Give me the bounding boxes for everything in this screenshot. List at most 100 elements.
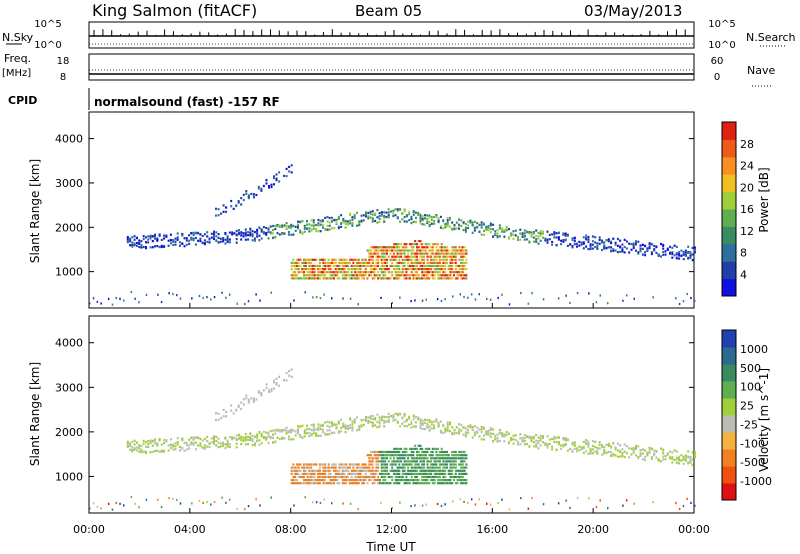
velocity-echo-cell [440,457,443,460]
power-echo-cell [240,238,243,241]
power-echo-cell [548,233,551,236]
velocity-echo-cell [244,507,246,511]
power-echo-cell [377,249,380,252]
power-echo-cell [192,239,195,242]
power-echo-cell [364,264,367,268]
velocity-echo-cell [401,472,404,475]
power-echo-cell [230,205,233,208]
velocity-echo-cell [386,450,388,454]
power-echo-cell [169,233,172,236]
power-echo-cell [331,258,334,261]
velocity-echo-cell [342,502,344,505]
power-echo-cell [421,223,424,226]
power-echo-cell [564,234,567,237]
power-echo-cell [273,183,275,186]
power-echo-cell [192,231,195,234]
velocity-echo-cell [449,430,451,433]
power-echo-cell [456,252,459,255]
velocity-echo-cell [589,447,592,451]
y-tick-label: 1000 [55,470,83,483]
velocity-echo-cell [423,472,425,475]
velocity-echo-cell [393,472,395,475]
velocity-echo-cell [394,454,397,457]
power-echo-cell [396,208,399,211]
power-echo-cell [470,293,473,296]
velocity-echo-cell [156,444,159,447]
power-echo-cell [650,251,653,254]
velocity-echo-cell [460,454,463,457]
power-echo-cell [348,274,351,277]
velocity-echo-cell [671,457,674,460]
velocity-echo-cell [463,457,466,460]
power-echo-cell [453,258,455,261]
power-echo-cell [430,218,433,221]
velocity-echo-cell [290,472,293,475]
power-echo-cell [337,215,340,218]
power-echo-cell [322,274,325,277]
colorbar-tick: 28 [740,138,754,151]
velocity-echo-cell [458,479,461,482]
velocity-echo-cell [565,499,567,502]
power-echo-cell [447,252,450,255]
velocity-echo-cell [299,463,302,466]
velocity-echo-cell [238,433,240,436]
power-echo-cell [671,246,674,249]
velocity-echo-cell [367,416,370,419]
power-echo-cell [217,241,220,244]
velocity-echo-cell [172,443,175,446]
power-echo-cell [398,274,401,277]
power-echo-cell [423,258,425,261]
velocity-echo-cell [349,418,352,421]
power-echo-cell [535,240,538,243]
velocity-echo-cell [351,423,354,426]
velocity-echo-cell [197,436,200,439]
velocity-echo-cell [131,450,134,453]
velocity-echo-cell [421,504,424,507]
velocity-echo-cell [582,451,585,455]
power-echo-cell [328,228,331,231]
velocity-echo-cell [416,479,418,482]
velocity-echo-cell [414,475,417,479]
power-echo-cell [278,171,281,174]
velocity-echo-cell [340,466,343,469]
power-echo-cell [403,258,406,261]
power-echo-cell [657,254,660,257]
velocity-echo-cell [419,426,422,430]
power-echo-cell [345,258,348,261]
power-echo-cell [310,268,313,271]
power-echo-cell [308,223,311,226]
power-echo-cell [179,244,181,247]
power-echo-cell [393,243,395,246]
velocity-echo-cell [149,451,152,454]
velocity-echo-cell [240,435,243,438]
velocity-echo-cell [461,472,464,475]
velocity-echo-cell [374,416,377,420]
velocity-echo-cell [471,436,474,439]
velocity-echo-cell [467,425,470,428]
velocity-echo-cell [423,475,425,479]
velocity-echo-cell [463,466,466,469]
velocity-echo-cell [326,475,328,479]
power-echo-cell [242,235,245,238]
velocity-echo-cell [453,479,455,482]
velocity-echo-cell [317,482,320,485]
velocity-echo-cell [370,457,373,460]
power-echo-cell [378,220,381,223]
power-echo-cell [365,211,367,214]
velocity-echo-cell [338,472,341,475]
velocity-echo-cell [238,437,240,440]
velocity-echo-cell [410,472,413,475]
power-echo-cell [396,271,399,274]
power-echo-cell [380,261,383,264]
power-echo-cell [357,271,360,274]
velocity-echo-cell [151,444,154,447]
power-echo-cell [428,255,431,258]
velocity-echo-cell [398,475,401,479]
power-echo-cell [460,219,463,222]
power-echo-cell [451,261,454,264]
velocity-echo-cell [595,506,598,509]
power-echo-cell [231,232,234,235]
power-echo-cell [501,228,504,231]
power-echo-cell [623,245,626,249]
velocity-echo-cell [680,454,683,457]
